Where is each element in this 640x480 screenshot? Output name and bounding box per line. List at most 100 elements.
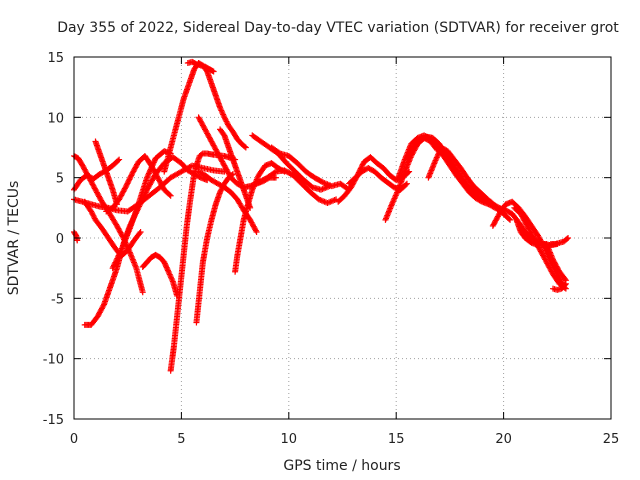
data-point	[114, 254, 121, 261]
series-arc-10	[139, 251, 181, 299]
data-point	[217, 106, 224, 113]
series-arc-31	[550, 280, 569, 293]
data-point	[402, 181, 409, 188]
data-point	[127, 173, 134, 180]
data-point	[164, 266, 171, 273]
series-arc-6	[92, 138, 120, 208]
y-tick-label: 10	[47, 111, 64, 126]
series-arc-8	[109, 148, 174, 272]
data-point	[146, 169, 153, 176]
data-point	[166, 271, 173, 278]
data-point	[271, 169, 278, 176]
data-point	[272, 174, 279, 181]
data-point	[136, 230, 143, 237]
data-point	[128, 172, 135, 179]
series-arc-9	[103, 152, 174, 215]
data-point	[163, 264, 170, 271]
data-point	[116, 156, 123, 163]
data-point	[151, 158, 158, 165]
x-axis-label: GPS time / hours	[283, 458, 400, 474]
data-point	[563, 235, 570, 242]
data-point	[121, 185, 128, 192]
y-axis-label: SDTVAR / TECUs	[6, 181, 22, 296]
data-point	[162, 261, 169, 268]
data-point	[562, 277, 569, 284]
data-point	[114, 255, 121, 262]
data-point	[125, 179, 132, 186]
x-tick-label: 25	[603, 432, 620, 447]
data-point	[127, 175, 134, 182]
series-arc-20	[255, 167, 340, 207]
data-point	[562, 281, 569, 288]
data-point	[163, 263, 170, 270]
grid-lines	[74, 57, 611, 419]
data-point	[125, 177, 132, 184]
data-point	[507, 216, 514, 223]
x-tick-label: 15	[388, 432, 405, 447]
data-point	[111, 260, 118, 267]
data-point	[318, 178, 325, 185]
data-point	[166, 191, 173, 198]
data-point	[161, 260, 168, 267]
data-point	[113, 256, 120, 263]
data-point	[275, 149, 282, 156]
x-tick-label: 20	[495, 432, 512, 447]
y-tick-label: 0	[56, 232, 64, 247]
data-point	[167, 192, 174, 199]
data-point	[253, 228, 260, 235]
data-point	[218, 107, 225, 114]
data-point	[565, 235, 572, 241]
data-point	[145, 170, 152, 177]
data-point	[145, 171, 152, 178]
data-point	[217, 104, 224, 111]
data-point	[218, 108, 225, 115]
data-point	[122, 184, 129, 191]
data-point	[166, 270, 173, 277]
chart-title: Day 355 of 2022, Sidereal Day-to-day VTE…	[57, 20, 619, 36]
data-point	[165, 268, 172, 275]
data-point	[210, 68, 217, 75]
data-point	[167, 274, 174, 281]
series-arc-13	[184, 58, 217, 75]
data-point	[124, 180, 131, 187]
data-point	[505, 215, 512, 222]
data-point	[242, 144, 249, 151]
data-point	[252, 227, 259, 234]
data-point	[123, 181, 130, 188]
series-arc-2	[71, 156, 123, 193]
data-point	[116, 251, 123, 258]
data-series	[71, 58, 572, 374]
axis-ticks: 0 5 10 15 20 25 -15 -10 -5 0 5 10 15	[43, 51, 620, 447]
y-tick-label: -15	[43, 413, 64, 428]
x-tick-label: 10	[281, 432, 298, 447]
y-tick-label: -5	[51, 292, 64, 307]
series-arc-30	[547, 235, 572, 248]
data-point	[209, 67, 216, 74]
y-tick-label: -10	[43, 353, 64, 368]
data-point	[112, 259, 119, 266]
series-arc-7	[81, 198, 144, 260]
data-point	[117, 248, 124, 255]
data-point	[115, 252, 122, 259]
y-tick-label: 15	[47, 51, 64, 66]
data-point	[164, 267, 171, 274]
data-point	[144, 173, 151, 180]
y-tick-label: 5	[56, 172, 64, 187]
data-point	[167, 272, 174, 279]
data-point	[403, 180, 410, 187]
series-arc-21	[268, 144, 352, 193]
data-point	[116, 249, 123, 256]
data-point	[110, 262, 117, 269]
data-point	[359, 161, 366, 168]
data-point	[220, 111, 227, 118]
data-point	[123, 182, 130, 189]
data-point	[100, 302, 107, 309]
data-point	[109, 265, 116, 272]
data-point	[112, 258, 119, 265]
data-point	[137, 228, 144, 235]
series-arc-32	[513, 216, 569, 284]
data-point	[144, 174, 151, 181]
data-point	[168, 275, 175, 282]
